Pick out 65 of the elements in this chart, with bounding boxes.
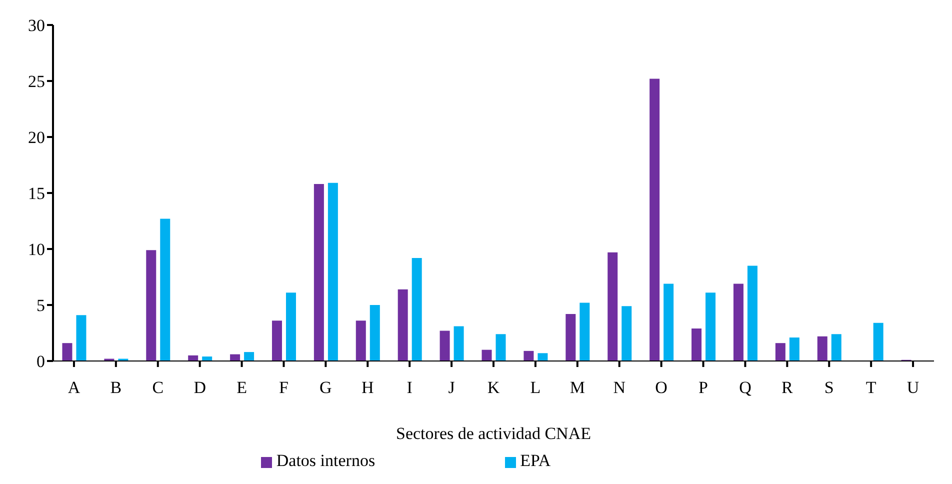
bar <box>538 353 548 361</box>
bar <box>733 284 744 361</box>
bar <box>328 182 338 361</box>
bar <box>370 305 380 361</box>
x-tick-label: T <box>866 378 877 398</box>
x-tick-label: S <box>824 378 834 398</box>
x-tick-label: R <box>781 378 794 398</box>
bar <box>286 292 296 361</box>
x-tick-label: A <box>68 378 81 398</box>
bar <box>747 266 758 361</box>
legend-label: Datos internos <box>276 451 376 470</box>
bar <box>706 292 716 361</box>
x-tick-label: I <box>406 378 413 398</box>
bar <box>873 322 884 361</box>
bar <box>440 330 450 361</box>
x-tick-label: U <box>906 378 920 398</box>
y-tick-label: 10 <box>28 240 45 260</box>
bar <box>314 184 324 361</box>
bar <box>817 336 828 361</box>
bar <box>622 306 632 361</box>
bar <box>831 334 842 361</box>
bar <box>244 352 254 361</box>
x-tick-label: Q <box>739 378 752 398</box>
bar <box>650 78 660 361</box>
bar <box>496 334 506 361</box>
bar <box>789 337 800 361</box>
bar <box>146 250 156 361</box>
x-tick-label: D <box>194 378 206 398</box>
legend-label: EPA <box>520 451 551 470</box>
bar <box>76 315 86 361</box>
x-tick-label: M <box>570 378 585 398</box>
x-tick-label: G <box>320 378 332 398</box>
x-tick-label: P <box>698 378 708 398</box>
x-tick-label: F <box>279 378 288 398</box>
y-tick-label: 25 <box>28 72 45 92</box>
y-tick-label: 20 <box>28 128 45 148</box>
bar <box>524 350 534 361</box>
bar <box>608 252 618 361</box>
x-tick-label: J <box>448 378 456 398</box>
bar <box>482 350 492 361</box>
y-tick-label: 0 <box>36 352 45 372</box>
y-tick-label: 30 <box>28 16 45 36</box>
bar <box>160 218 170 361</box>
y-tick-label: 15 <box>28 184 45 204</box>
bar <box>454 326 464 361</box>
x-tick-label: C <box>152 378 164 398</box>
y-tick-label: 5 <box>36 296 45 316</box>
bar <box>692 328 702 361</box>
bar <box>775 343 786 361</box>
bar <box>62 343 72 361</box>
x-tick-label: B <box>110 378 122 398</box>
bar <box>566 314 576 361</box>
bar <box>356 320 366 361</box>
x-tick-label: H <box>362 378 374 398</box>
x-tick-label: O <box>655 378 668 398</box>
bar <box>272 320 282 361</box>
x-tick-label: N <box>613 378 626 398</box>
x-tick-label: E <box>236 378 247 398</box>
x-tick-label: L <box>530 378 541 398</box>
bar <box>412 258 422 361</box>
bar <box>398 289 408 361</box>
bar <box>664 284 674 361</box>
bar <box>580 302 590 361</box>
x-tick-label: K <box>487 378 500 398</box>
x-axis-title: Sectores de actividad CNAE <box>396 424 591 443</box>
